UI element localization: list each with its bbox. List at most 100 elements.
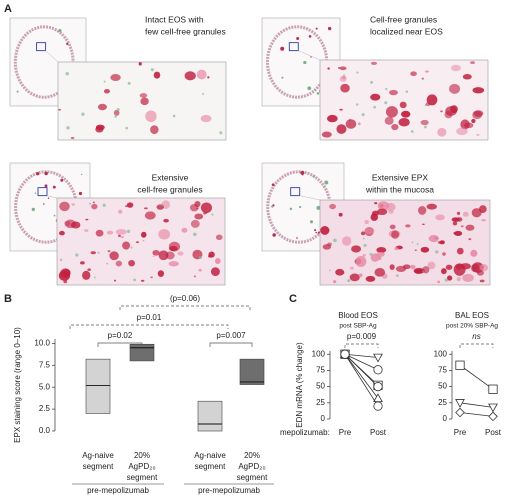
x-tick-label: Post bbox=[485, 428, 502, 437]
stain bbox=[271, 205, 274, 208]
stain bbox=[114, 279, 117, 282]
marker bbox=[488, 384, 498, 394]
stain bbox=[115, 229, 127, 235]
stain bbox=[360, 231, 366, 236]
group-label: pre-mepolizumab bbox=[198, 486, 260, 495]
stain bbox=[272, 233, 276, 237]
roi-link bbox=[45, 50, 59, 63]
stain bbox=[327, 26, 332, 31]
marker bbox=[373, 382, 383, 392]
stain bbox=[385, 87, 388, 91]
stain bbox=[389, 224, 396, 230]
stain bbox=[391, 230, 400, 239]
stain bbox=[384, 116, 394, 125]
y-tick-label: 100 bbox=[434, 349, 448, 358]
box bbox=[239, 358, 265, 385]
stain bbox=[405, 224, 411, 228]
stain bbox=[127, 81, 131, 85]
x-tick-label: AgPD₂₀ bbox=[238, 462, 265, 471]
bracket bbox=[119, 305, 251, 310]
stain bbox=[376, 247, 387, 254]
stain bbox=[324, 180, 329, 185]
stain bbox=[369, 252, 373, 256]
zoom-image bbox=[56, 197, 226, 286]
stain bbox=[476, 134, 480, 136]
stain bbox=[120, 235, 124, 239]
stain bbox=[168, 261, 179, 267]
y-tick-label: 0.0 bbox=[39, 426, 51, 435]
stain bbox=[473, 110, 484, 117]
stain bbox=[35, 172, 40, 176]
marker bbox=[373, 365, 383, 375]
stain bbox=[135, 241, 140, 243]
stain bbox=[271, 183, 275, 187]
stain bbox=[440, 110, 443, 113]
stain bbox=[133, 278, 136, 282]
stain bbox=[435, 250, 439, 254]
stain bbox=[347, 279, 351, 283]
panel-label: C bbox=[289, 293, 297, 305]
stain bbox=[470, 61, 476, 65]
stain bbox=[103, 88, 110, 94]
series-line bbox=[344, 353, 379, 399]
stain bbox=[150, 68, 154, 72]
stain bbox=[441, 268, 447, 275]
stain bbox=[422, 223, 425, 226]
stain bbox=[309, 220, 314, 224]
marker bbox=[373, 393, 383, 403]
stain bbox=[211, 213, 214, 216]
stain bbox=[460, 225, 464, 228]
stain bbox=[336, 124, 347, 134]
stain bbox=[59, 258, 63, 262]
stain bbox=[62, 269, 71, 277]
stain bbox=[329, 269, 331, 272]
stain bbox=[219, 131, 223, 135]
stain bbox=[364, 219, 370, 225]
image-caption: within the mucosa bbox=[365, 184, 434, 194]
stain bbox=[116, 107, 120, 112]
stain bbox=[358, 273, 363, 278]
stain bbox=[384, 101, 388, 105]
stain bbox=[126, 202, 134, 208]
stain bbox=[71, 203, 75, 206]
series-line bbox=[459, 364, 494, 390]
y-axis-label: EDN mRNA (% change) bbox=[295, 342, 304, 428]
stain bbox=[110, 73, 121, 82]
stain bbox=[439, 240, 445, 245]
roi-box bbox=[288, 42, 299, 52]
x-tick-label: segment bbox=[237, 473, 268, 482]
stain bbox=[452, 221, 458, 226]
stain bbox=[90, 251, 96, 255]
stain bbox=[326, 114, 338, 123]
stain bbox=[47, 197, 50, 199]
series-line bbox=[344, 353, 379, 387]
y-tick-label: 7.5 bbox=[39, 360, 51, 369]
stain bbox=[389, 89, 398, 96]
stain bbox=[370, 93, 381, 101]
annotation: p=0.01 bbox=[137, 313, 162, 322]
stain bbox=[194, 213, 204, 220]
stain bbox=[398, 117, 410, 127]
stain bbox=[163, 218, 169, 223]
stain bbox=[377, 201, 390, 211]
stain bbox=[373, 105, 376, 109]
stain bbox=[465, 224, 475, 231]
stain bbox=[308, 35, 312, 38]
stain bbox=[345, 119, 357, 129]
stain bbox=[420, 119, 429, 126]
stain bbox=[327, 242, 332, 247]
stain bbox=[449, 83, 461, 94]
stain bbox=[193, 275, 196, 278]
roi-box bbox=[36, 42, 47, 52]
stain bbox=[95, 124, 105, 131]
stain bbox=[454, 230, 463, 236]
stain bbox=[299, 205, 302, 209]
group-label: pre-mepolizumab bbox=[87, 486, 149, 495]
stain bbox=[140, 97, 149, 106]
stain bbox=[426, 203, 437, 210]
stain bbox=[97, 251, 100, 254]
series-line bbox=[344, 353, 379, 371]
stain bbox=[87, 268, 92, 271]
stain bbox=[16, 90, 19, 93]
y-axis-label: EPX staining score (range 0–10) bbox=[13, 327, 22, 443]
